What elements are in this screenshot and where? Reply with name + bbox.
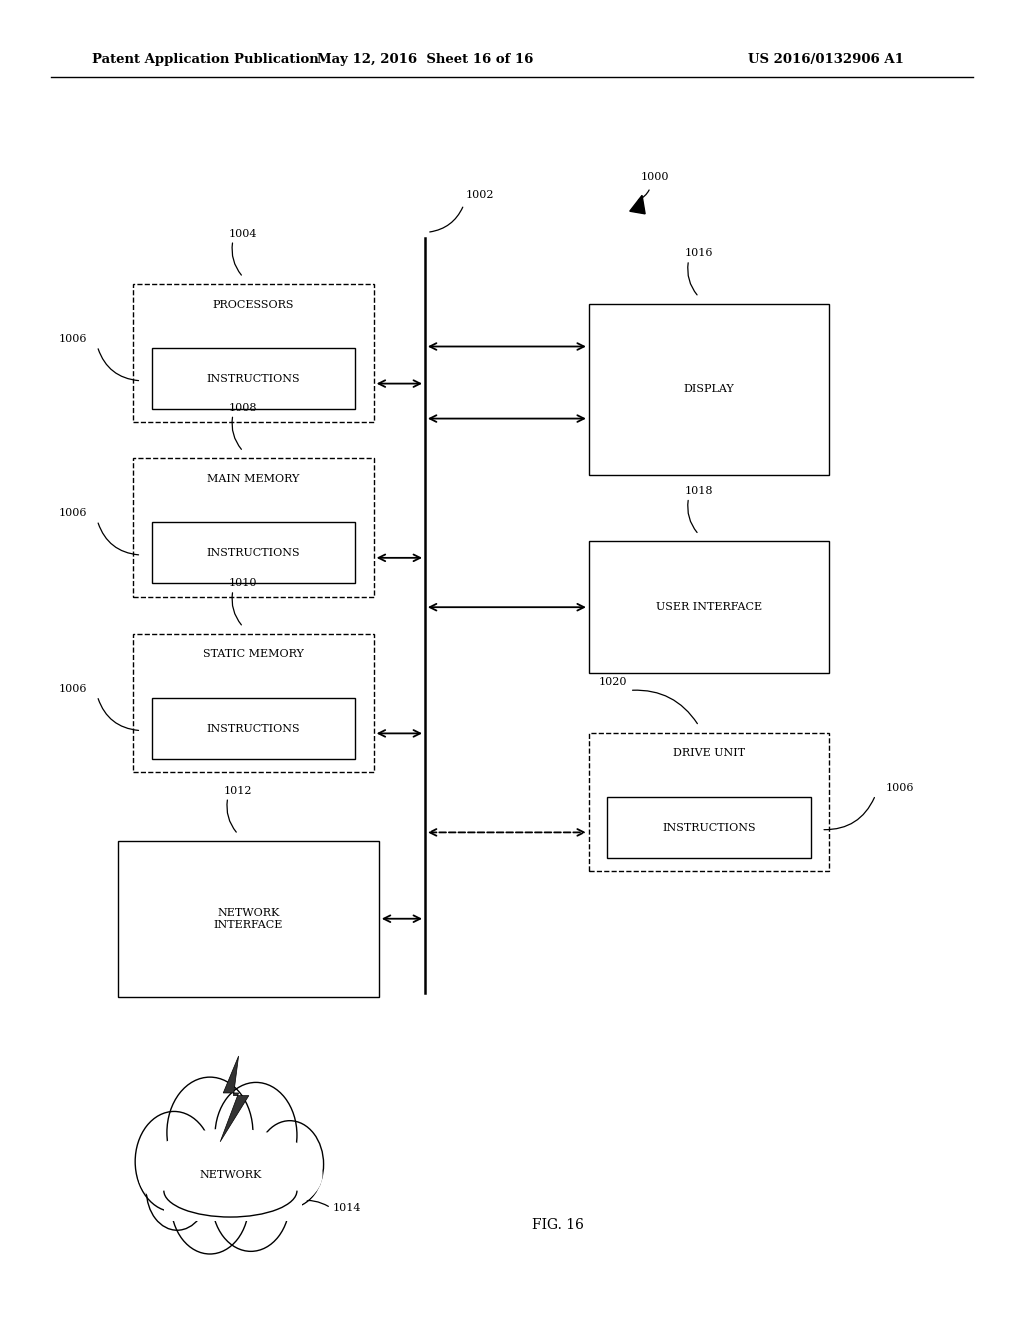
Bar: [152, 698, 355, 759]
Text: INSTRUCTIONS: INSTRUCTIONS: [663, 822, 756, 833]
Text: NETWORK: NETWORK: [200, 1170, 261, 1180]
Text: PROCESSORS: PROCESSORS: [213, 300, 294, 310]
Text: 1010: 1010: [229, 578, 257, 589]
Bar: [607, 797, 811, 858]
Bar: [133, 284, 374, 422]
Text: USER INTERFACE: USER INTERFACE: [656, 602, 762, 612]
Text: 1014: 1014: [333, 1203, 361, 1213]
Bar: [133, 634, 374, 772]
Text: 1000: 1000: [641, 172, 670, 182]
Text: DRIVE UNIT: DRIVE UNIT: [673, 748, 745, 759]
Text: MAIN MEMORY: MAIN MEMORY: [207, 474, 300, 484]
Text: INSTRUCTIONS: INSTRUCTIONS: [207, 723, 300, 734]
Text: 1016: 1016: [685, 248, 713, 259]
Ellipse shape: [138, 1129, 323, 1221]
Text: 1018: 1018: [685, 486, 713, 496]
Bar: [589, 733, 829, 871]
Text: DISPLAY: DISPLAY: [684, 384, 734, 395]
Polygon shape: [220, 1056, 249, 1142]
Text: 1006: 1006: [58, 684, 87, 694]
Circle shape: [146, 1151, 208, 1230]
Text: 1008: 1008: [229, 403, 257, 413]
Text: INSTRUCTIONS: INSTRUCTIONS: [207, 548, 300, 558]
Text: May 12, 2016  Sheet 16 of 16: May 12, 2016 Sheet 16 of 16: [316, 53, 534, 66]
Text: FIG. 16: FIG. 16: [532, 1218, 585, 1232]
Circle shape: [171, 1154, 249, 1254]
Text: 1006: 1006: [58, 334, 87, 345]
Text: INSTRUCTIONS: INSTRUCTIONS: [207, 374, 300, 384]
Text: 1002: 1002: [466, 190, 495, 201]
Bar: [152, 523, 355, 583]
Circle shape: [215, 1082, 297, 1188]
Text: US 2016/0132906 A1: US 2016/0132906 A1: [748, 53, 903, 66]
Text: 1006: 1006: [886, 783, 914, 793]
Text: NETWORK
INTERFACE: NETWORK INTERFACE: [214, 908, 283, 929]
Polygon shape: [630, 195, 645, 214]
Bar: [589, 304, 829, 475]
Circle shape: [135, 1111, 213, 1212]
Bar: [118, 841, 379, 997]
Bar: [164, 1188, 302, 1221]
Circle shape: [256, 1121, 324, 1208]
Bar: [589, 541, 829, 673]
Bar: [152, 348, 355, 409]
Circle shape: [167, 1077, 253, 1188]
Text: STATIC MEMORY: STATIC MEMORY: [203, 649, 304, 660]
Text: Patent Application Publication: Patent Application Publication: [92, 53, 318, 66]
Circle shape: [212, 1151, 290, 1251]
Text: 1004: 1004: [229, 228, 257, 239]
Text: 1012: 1012: [224, 785, 252, 796]
Text: 1006: 1006: [58, 508, 87, 519]
Bar: [133, 458, 374, 597]
Text: 1020: 1020: [599, 677, 628, 688]
